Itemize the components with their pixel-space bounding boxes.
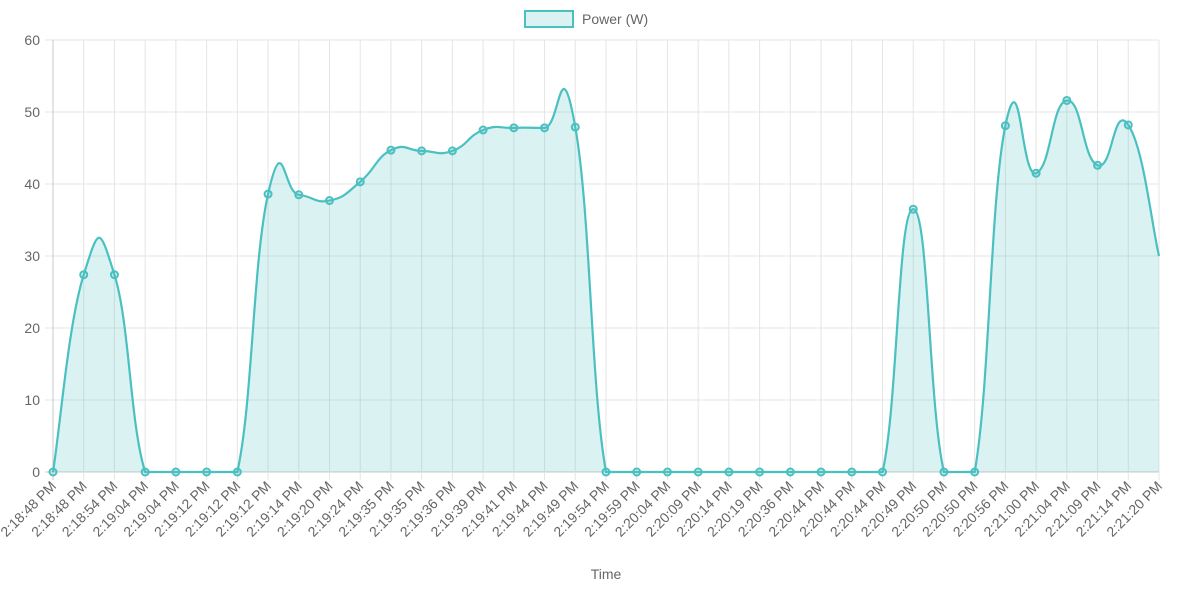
data-point[interactable] <box>355 177 365 187</box>
data-point[interactable] <box>417 146 427 156</box>
data-point[interactable] <box>202 467 212 477</box>
series-line <box>51 88 1161 474</box>
data-point[interactable] <box>601 467 611 477</box>
legend-label-power[interactable]: Power (W) <box>582 11 648 27</box>
data-point[interactable] <box>662 467 672 477</box>
series-area-fill <box>53 89 1159 472</box>
data-point[interactable] <box>294 190 304 200</box>
series-area <box>53 89 1159 472</box>
y-tick-label: 50 <box>24 104 40 120</box>
data-point[interactable] <box>79 270 89 280</box>
y-tick-label: 20 <box>24 320 40 336</box>
data-point[interactable] <box>48 467 58 477</box>
data-point[interactable] <box>570 122 580 132</box>
grid <box>45 39 1160 480</box>
y-tick-label: 0 <box>32 464 40 480</box>
data-point[interactable] <box>109 270 119 280</box>
data-point[interactable] <box>908 204 918 214</box>
data-point[interactable] <box>478 125 488 135</box>
data-point[interactable] <box>447 146 457 156</box>
y-tick-label: 10 <box>24 392 40 408</box>
y-tick-label: 40 <box>24 176 40 192</box>
y-axis-ticks: 0 10 20 30 40 50 60 <box>24 32 40 480</box>
data-point[interactable] <box>171 467 181 477</box>
data-point[interactable] <box>693 467 703 477</box>
data-point[interactable] <box>1062 95 1072 105</box>
data-point[interactable] <box>785 467 795 477</box>
data-point[interactable] <box>509 123 519 133</box>
data-point[interactable] <box>755 467 765 477</box>
data-point[interactable] <box>1031 168 1041 178</box>
data-point[interactable] <box>325 196 334 206</box>
data-point[interactable] <box>386 145 396 155</box>
data-point[interactable] <box>1000 121 1010 131</box>
series-line-path <box>51 88 1161 474</box>
data-point[interactable] <box>140 467 150 477</box>
y-tick-label: 60 <box>24 32 40 48</box>
data-point[interactable] <box>1123 120 1133 130</box>
data-point[interactable] <box>878 467 887 477</box>
y-tick-label: 30 <box>24 248 40 264</box>
data-point[interactable] <box>540 123 550 133</box>
data-point[interactable] <box>847 467 857 477</box>
data-point[interactable] <box>632 467 642 477</box>
data-points <box>48 95 1133 477</box>
data-point[interactable] <box>1093 160 1103 170</box>
data-point[interactable] <box>724 467 734 477</box>
data-point[interactable] <box>263 189 273 199</box>
data-point[interactable] <box>232 467 242 477</box>
data-point[interactable] <box>816 467 826 477</box>
x-axis-title: Time <box>591 566 622 582</box>
x-axis-ticks: 2:18:48 PM2:18:48 PM2:18:54 PM2:19:04 PM… <box>0 478 1165 540</box>
legend[interactable]: Power (W) <box>524 10 648 28</box>
legend-swatch[interactable] <box>524 10 574 28</box>
data-point[interactable] <box>939 467 949 477</box>
data-point[interactable] <box>970 467 980 477</box>
